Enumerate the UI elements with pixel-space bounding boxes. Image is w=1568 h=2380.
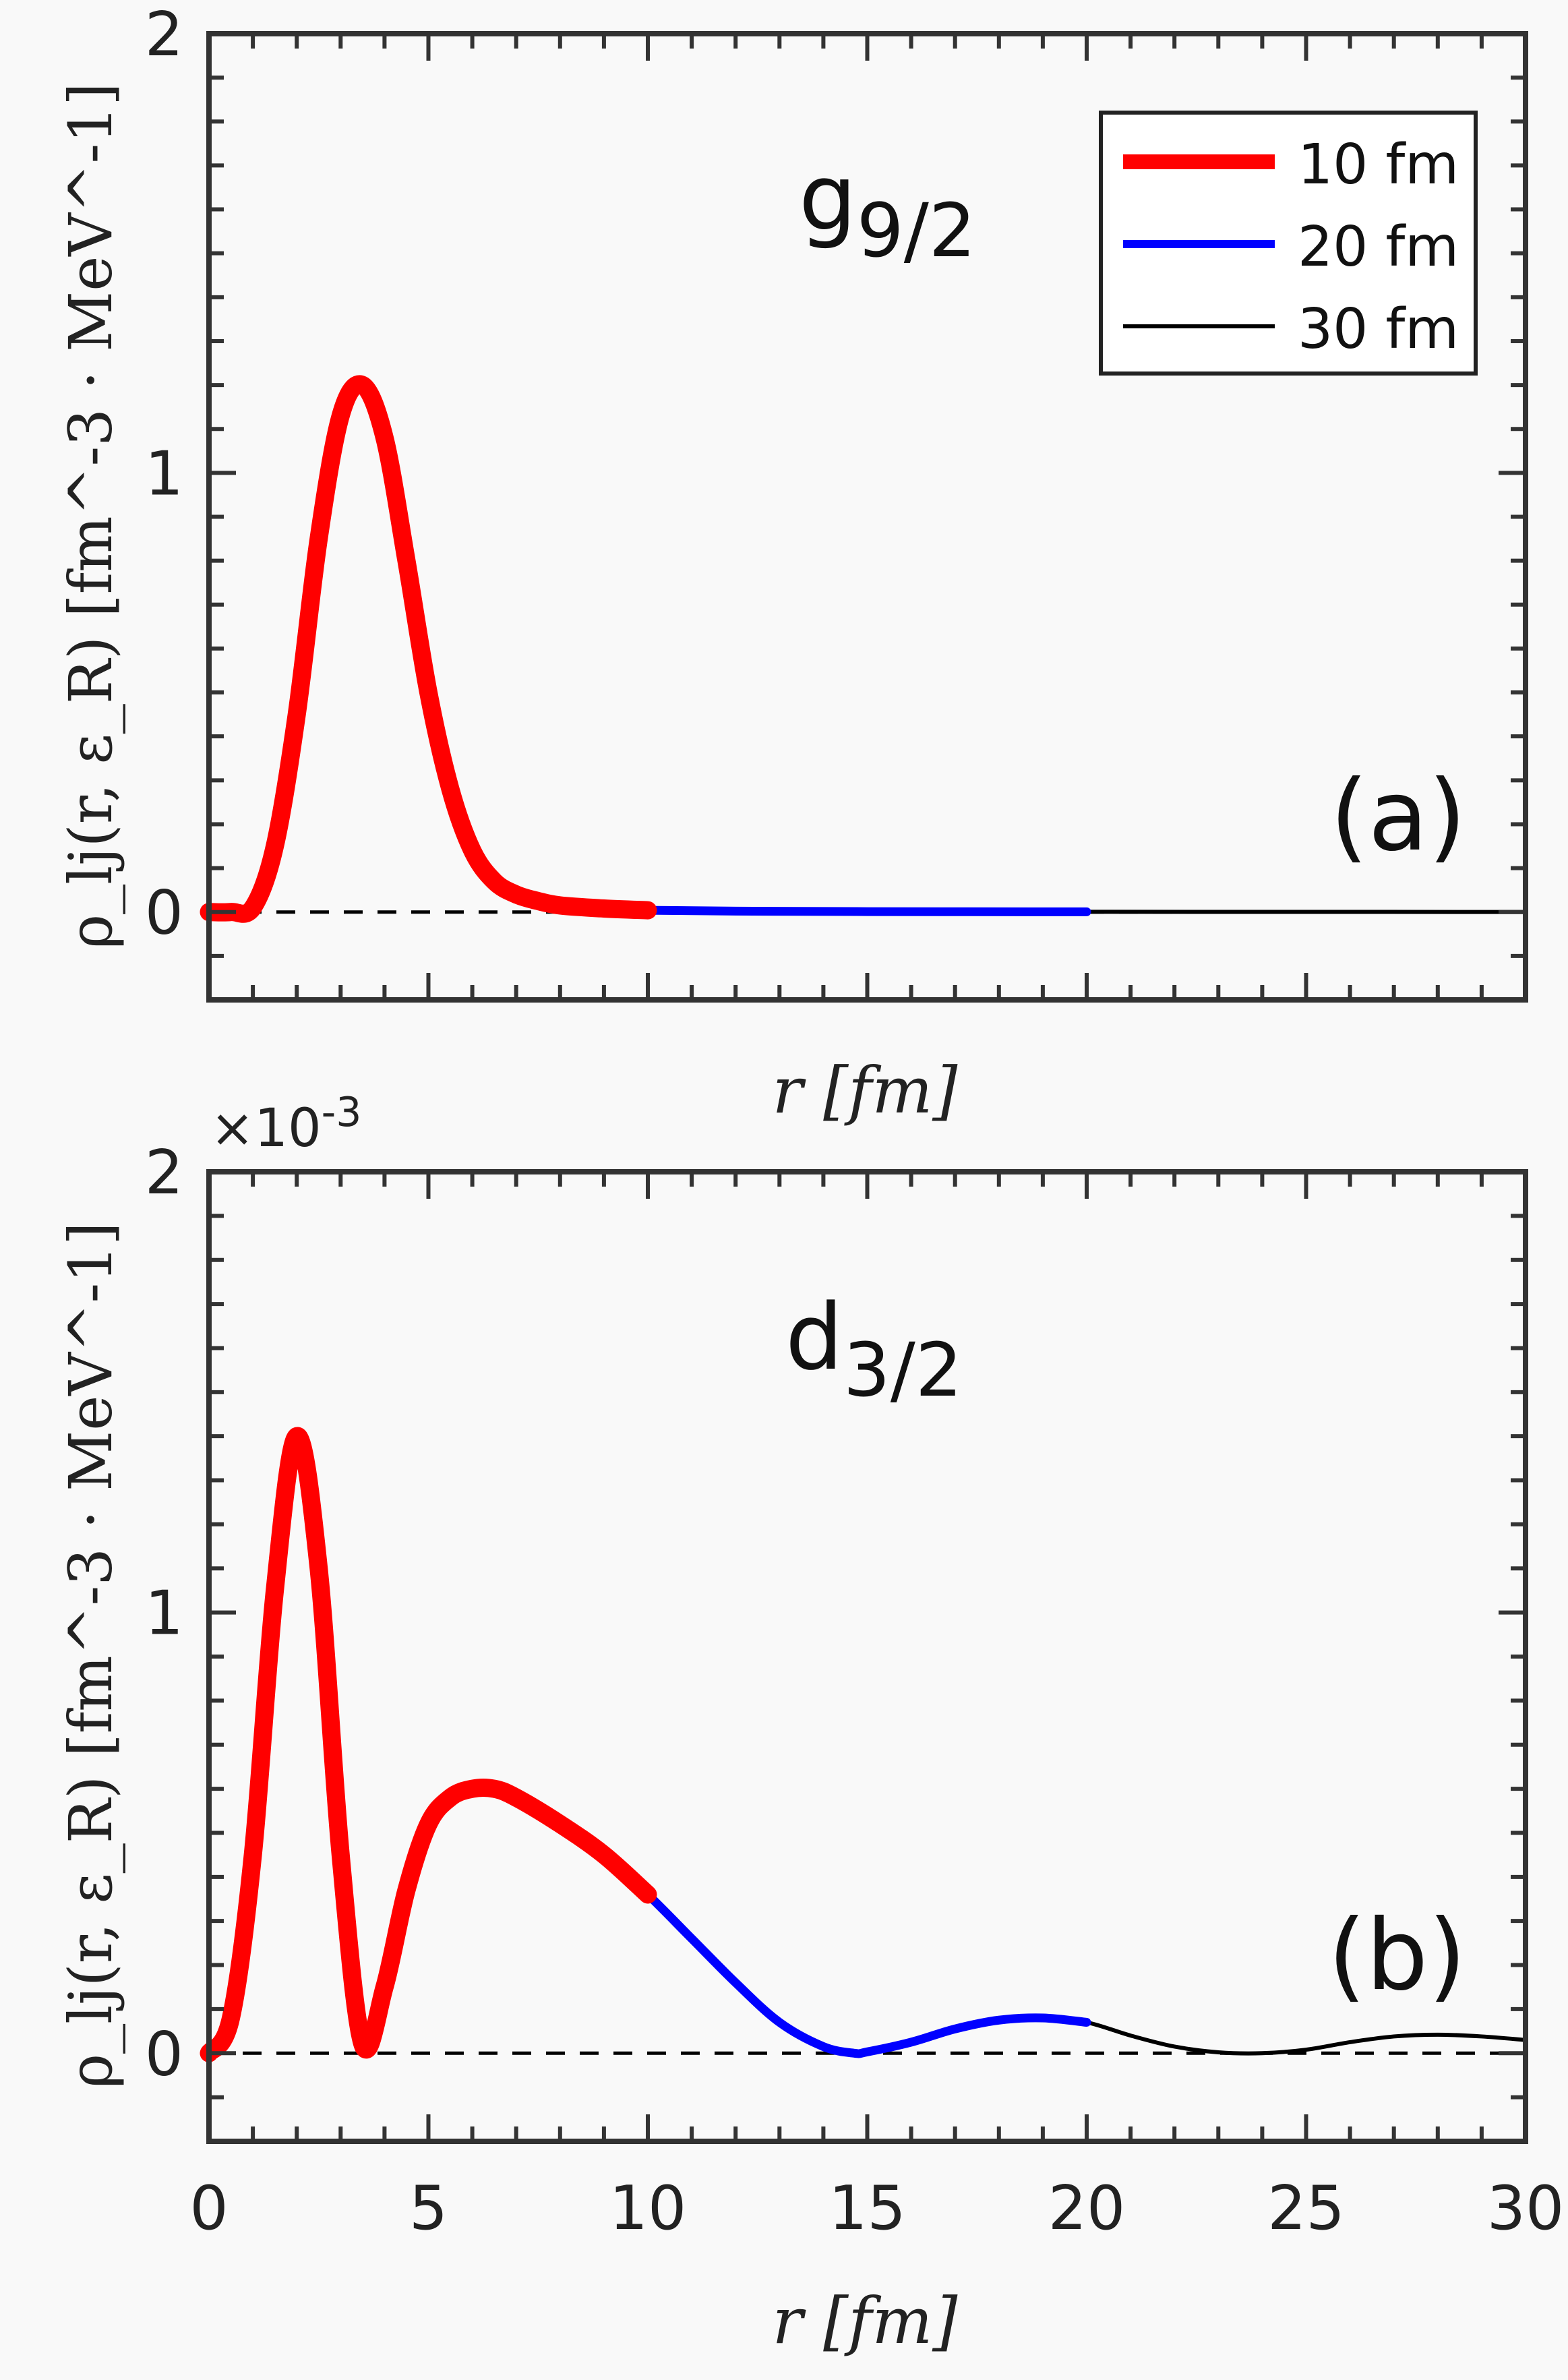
y-tick-label: 1 bbox=[145, 438, 183, 509]
x-tick-label: 30 bbox=[1487, 2173, 1565, 2244]
plot-area bbox=[209, 1172, 1526, 2141]
x-tick-label: 10 bbox=[609, 2173, 687, 2244]
annotation-g92: g9/2 bbox=[799, 145, 976, 274]
y-tick-label: 0 bbox=[145, 878, 183, 949]
x-tick-label: 25 bbox=[1267, 2173, 1345, 2244]
x-axis-label-b: r [fm] bbox=[773, 2284, 959, 2358]
panel-label-b: (b) bbox=[1328, 1899, 1466, 2013]
series-line-10fm bbox=[200, 1427, 657, 2062]
x-tick-label: 5 bbox=[409, 2173, 448, 2244]
y-axis-label-a: ρ_lj(r, ε_R) [fm^-3 · MeV^-1] bbox=[56, 82, 125, 949]
annotation-d32: d3/2 bbox=[785, 1284, 963, 1413]
y-axis-label-b: ρ_lj(r, ε_R) [fm^-3 · MeV^-1] bbox=[56, 1222, 125, 2088]
panel-a: 0 1 2 g9/2 (a) 10 fm 20 fm 30 fm r [fm] ρ_… bbox=[56, 0, 1528, 1128]
x-tick-label: 0 bbox=[189, 2173, 228, 2244]
axes-frame bbox=[206, 31, 1528, 1003]
x-axis-label-a: r [fm] bbox=[773, 1054, 959, 1128]
multiplier-label: ×10-3 bbox=[210, 1089, 361, 1159]
axes-frame bbox=[206, 1169, 1528, 2144]
legend: 10 fm 20 fm 30 fm bbox=[1099, 111, 1478, 376]
y-tick-label: 2 bbox=[145, 0, 183, 70]
legend-label-20fm: 20 fm bbox=[1298, 215, 1459, 279]
y-tick-label: 0 bbox=[145, 2019, 183, 2089]
series-line-10fm bbox=[200, 375, 657, 923]
x-tick-label: 15 bbox=[828, 2173, 906, 2244]
x-tick-label: 20 bbox=[1048, 2173, 1126, 2244]
y-tick-label: 1 bbox=[145, 1578, 183, 1649]
legend-label-10fm: 10 fm bbox=[1298, 133, 1459, 197]
legend-label-30fm: 30 fm bbox=[1298, 297, 1459, 361]
y-tick-label: 2 bbox=[145, 1137, 183, 1208]
panel-label-a: (a) bbox=[1330, 759, 1466, 873]
